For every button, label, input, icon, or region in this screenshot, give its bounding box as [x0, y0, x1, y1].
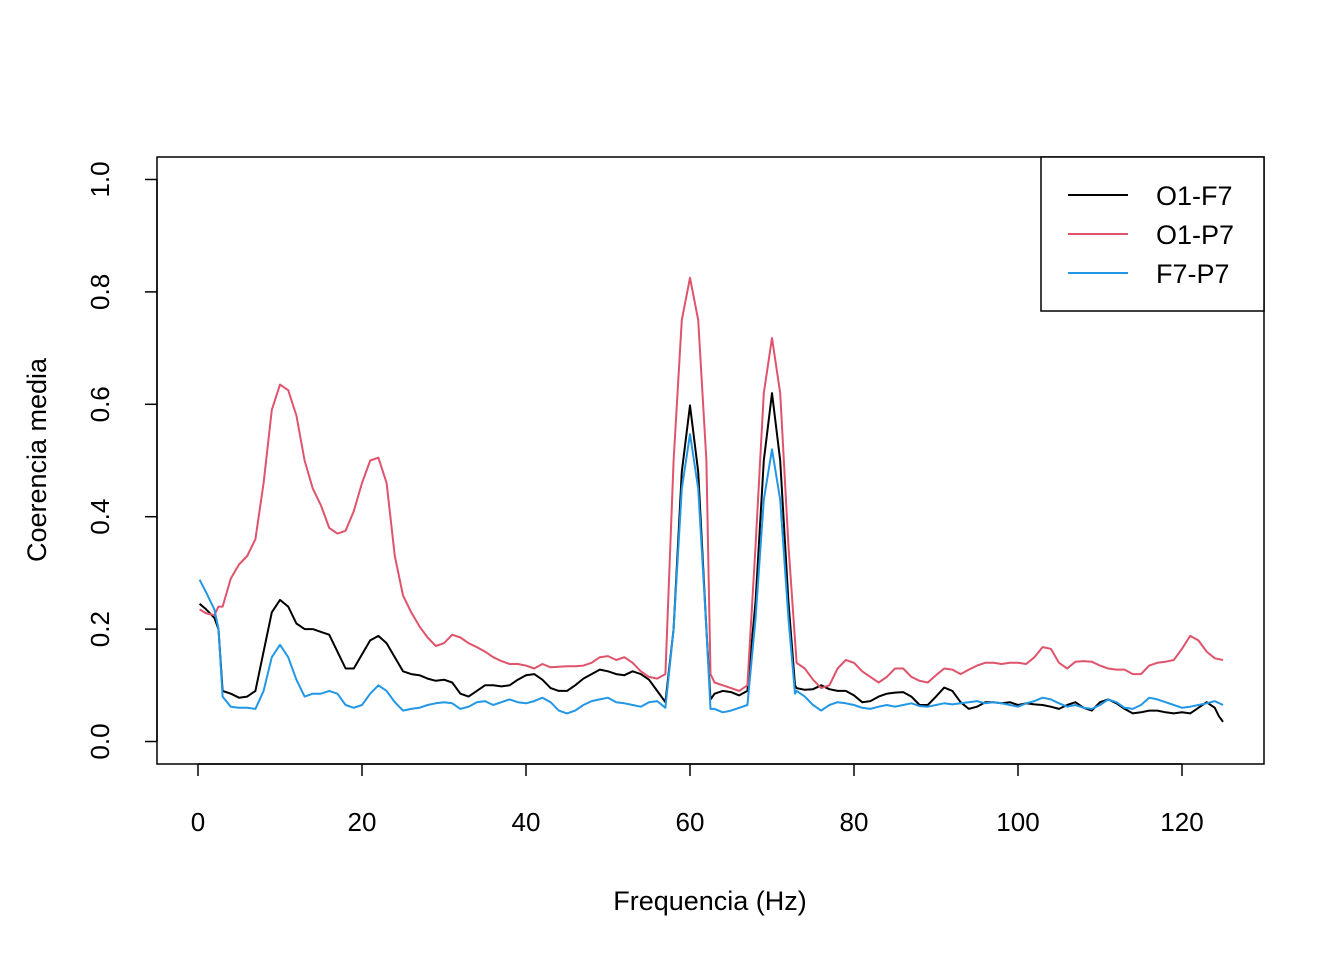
y-axis-title: Coerencia media	[22, 357, 52, 562]
y-tick-label: 1.0	[85, 161, 115, 197]
x-tick-label: 100	[996, 807, 1039, 837]
y-tick-label: 0.0	[85, 723, 115, 759]
series-line-f7-p7	[198, 433, 1224, 715]
x-tick-label: 40	[512, 807, 541, 837]
legend: O1-F7 O1-P7 F7-P7	[1040, 156, 1265, 312]
series-layer	[198, 276, 1224, 723]
y-tick-label: 0.8	[85, 274, 115, 310]
y-tick-label: 0.6	[85, 386, 115, 422]
x-tick-label: 20	[348, 807, 377, 837]
y-tick-label: 0.4	[85, 499, 115, 535]
x-tick-label: 0	[191, 807, 205, 837]
x-axis: 0 20 40 60 80 100 120	[191, 763, 1204, 837]
series-line-o1-f7	[198, 392, 1224, 723]
legend-label-f7-p7: F7-P7	[1156, 259, 1230, 289]
legend-label-o1-p7: O1-P7	[1156, 220, 1234, 250]
x-tick-label: 60	[676, 807, 705, 837]
y-axis: 0.0 0.2 0.4 0.6 0.8 1.0	[85, 161, 158, 760]
series-line-o1-p7	[199, 276, 1224, 692]
legend-label-o1-f7: O1-F7	[1156, 181, 1233, 211]
x-tick-label: 120	[1160, 807, 1203, 837]
y-tick-label: 0.2	[85, 611, 115, 647]
x-axis-title: Frequencia (Hz)	[613, 886, 807, 916]
x-tick-label: 80	[840, 807, 869, 837]
